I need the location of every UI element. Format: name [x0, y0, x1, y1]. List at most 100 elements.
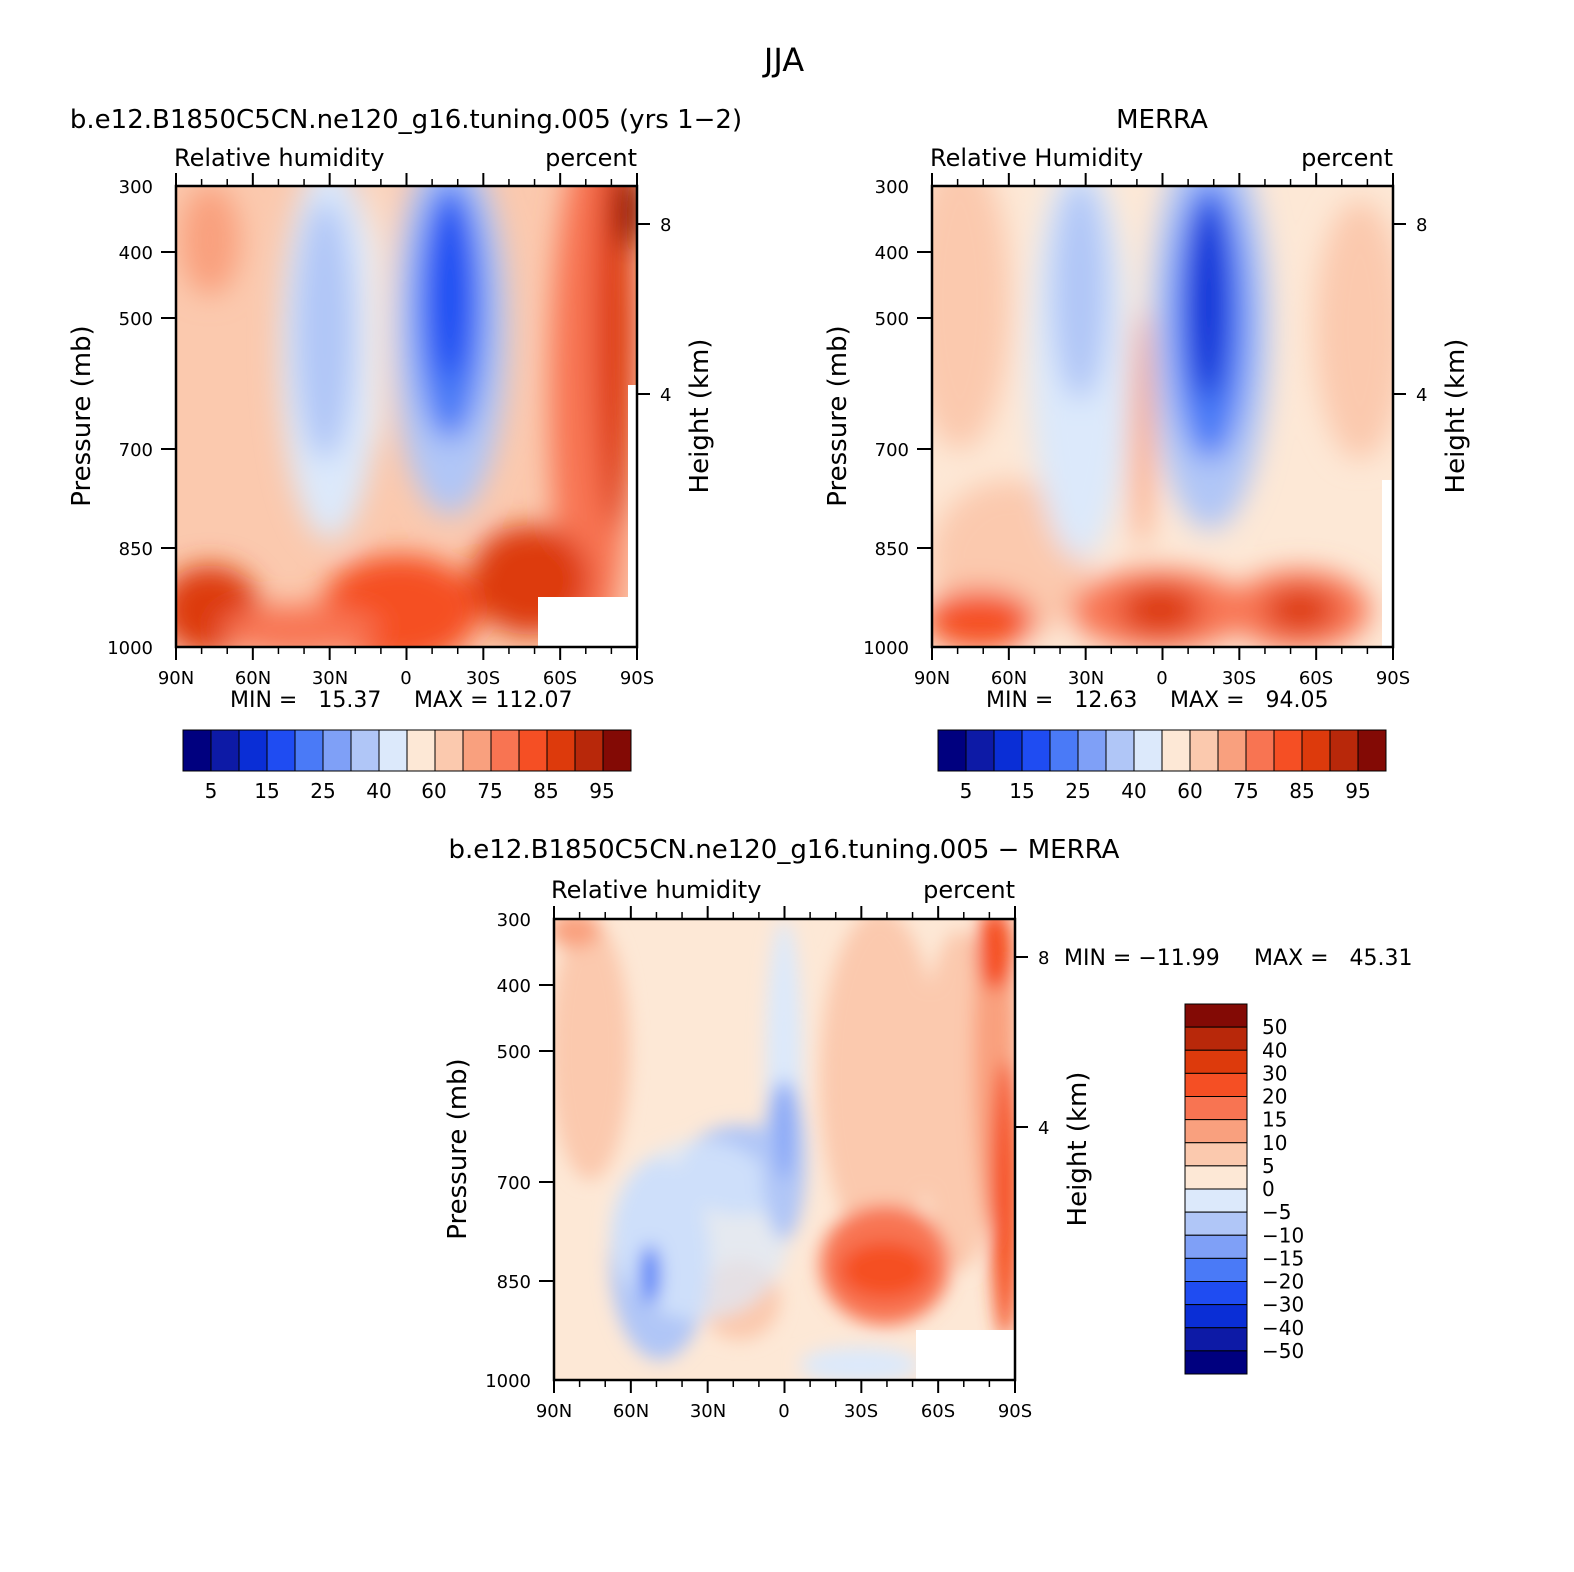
colorbar-swatch: [1301, 729, 1331, 772]
colorbar-label: 60: [1177, 779, 1202, 803]
colorbar-swatch: [1273, 729, 1303, 772]
colorbar-label: −30: [1262, 1293, 1304, 1317]
panel-difference-y-axis: 300 400 500 700 850 1000 Pressure (mb): [443, 910, 554, 1392]
x-tick-label: 30N: [690, 1401, 726, 1422]
panel-merra-colorbar-labels: 5 15 25 40 60 75 85 95: [960, 779, 1371, 803]
colorbar-label: 5: [1262, 1154, 1275, 1178]
y2-tick-label: 4: [1416, 385, 1427, 406]
colorbar-swatch: [1184, 1234, 1248, 1259]
colorbar-label: 85: [533, 779, 558, 803]
y2-tick-label: 8: [1416, 215, 1427, 236]
y-axis-title: Pressure (mb): [443, 1058, 473, 1239]
x-tick-label: 30S: [466, 668, 500, 689]
colorbar-swatch: [406, 729, 436, 772]
y2-tick-label: 4: [1038, 1118, 1049, 1139]
colorbar-label: 10: [1262, 1131, 1287, 1155]
colorbar-swatch: [1184, 1142, 1248, 1167]
colorbar-label: 0: [1262, 1177, 1275, 1201]
x-tick-label: 90S: [1376, 668, 1410, 689]
x-tick-label: 60S: [1299, 668, 1333, 689]
colorbar-label: 20: [1262, 1085, 1287, 1109]
y2-tick-label: 8: [660, 215, 671, 236]
panel-model-y-axis: 300 400 500 700 850 1000 Pressure (mb): [67, 177, 176, 659]
y-tick-label: 850: [119, 539, 153, 560]
colorbar-label: 85: [1289, 779, 1314, 803]
panel-model-min: MIN = 15.37: [230, 688, 381, 713]
colorbar-swatch: [238, 729, 268, 772]
panel-merra-x-axis: 90N 60N 30N 0 30S 60S 90S: [914, 173, 1410, 689]
colorbar-swatch: [266, 729, 296, 772]
x-tick-label: 60S: [921, 1401, 955, 1422]
panel-difference-max: MAX = 45.31: [1254, 946, 1413, 971]
colorbar-label: 15: [1262, 1108, 1287, 1132]
colorbar-swatch: [1357, 729, 1387, 772]
x-tick-label: 90N: [536, 1401, 572, 1422]
colorbar-swatch: [1105, 729, 1135, 772]
colorbar-swatch: [1184, 1026, 1248, 1051]
colorbar-swatch: [1184, 1304, 1248, 1329]
colorbar-label: 25: [1065, 779, 1090, 803]
colorbar-swatch: [1184, 1096, 1248, 1121]
y-tick-label: 300: [497, 910, 531, 931]
colorbar-swatch: [378, 729, 408, 772]
colorbar-swatch: [937, 729, 967, 772]
colorbar-swatch: [965, 729, 995, 772]
panel-difference-contour-field: [554, 919, 1015, 1380]
x-tick-label: 60N: [235, 668, 271, 689]
y-tick-label: 300: [875, 177, 909, 198]
y2-axis-title: Height (km): [1441, 339, 1471, 494]
y-tick-label: 850: [497, 1272, 531, 1293]
colorbar-label: 40: [1121, 779, 1146, 803]
colorbar-label: −5: [1262, 1200, 1291, 1224]
colorbar-swatch: [322, 729, 352, 772]
panel-difference-y2-axis: 8 4 Height (km): [1015, 948, 1093, 1226]
panel-difference-min: MIN = −11.99: [1064, 946, 1220, 971]
colorbar-swatch: [1245, 729, 1275, 772]
y-tick-label: 700: [119, 440, 153, 461]
panel-merra: MERRA Relative Humidity percent: [823, 105, 1471, 803]
panel-model-variable: Relative humidity: [174, 144, 384, 172]
colorbar-swatch: [1184, 1350, 1248, 1375]
x-tick-label: 0: [400, 668, 411, 689]
colorbar-label: 95: [589, 779, 614, 803]
colorbar-label: 95: [1345, 779, 1370, 803]
x-tick-label: 30N: [312, 668, 348, 689]
y-tick-label: 500: [119, 309, 153, 330]
colorbar-swatch: [1184, 1188, 1248, 1213]
colorbar-swatch: [602, 729, 632, 772]
panel-model-title: b.e12.B1850C5CN.ne120_g16.tuning.005 (yr…: [70, 105, 742, 135]
y-tick-label: 400: [875, 243, 909, 264]
panel-model-units: percent: [545, 144, 637, 172]
y2-axis-title: Height (km): [685, 339, 715, 494]
colorbar-label: 75: [1233, 779, 1258, 803]
x-tick-label: 60S: [543, 668, 577, 689]
colorbar-swatch: [1049, 729, 1079, 772]
panel-merra-title: MERRA: [1116, 105, 1208, 135]
colorbar-swatch: [462, 729, 492, 772]
colorbar-label: 25: [310, 779, 335, 803]
colorbar-label: −50: [1262, 1339, 1304, 1363]
y-tick-label: 500: [497, 1042, 531, 1063]
colorbar-swatch: [1329, 729, 1359, 772]
colorbar-label: 30: [1262, 1061, 1287, 1085]
panel-merra-colorbar: [937, 729, 1387, 772]
panel-merra-y2-axis: 8 4 Height (km): [1393, 215, 1471, 493]
y2-tick-label: 8: [1038, 948, 1049, 969]
colorbar-swatch: [1021, 729, 1051, 772]
colorbar-swatch: [574, 729, 604, 772]
panel-merra-y-axis: 300 400 500 700 850 1000 Pressure (mb): [823, 177, 932, 659]
y-tick-label: 700: [875, 440, 909, 461]
colorbar-label: 5: [205, 779, 218, 803]
colorbar-label: −20: [1262, 1270, 1304, 1294]
x-tick-label: 30S: [844, 1401, 878, 1422]
x-tick-label: 90S: [998, 1401, 1032, 1422]
panel-model-y2-axis: 8 4 Height (km): [637, 215, 715, 493]
panel-difference-title: b.e12.B1850C5CN.ne120_g16.tuning.005 − M…: [449, 835, 1120, 865]
colorbar-swatch: [993, 729, 1023, 772]
colorbar-swatch: [1184, 1211, 1248, 1236]
panel-difference-colorbar: [1184, 1003, 1248, 1375]
x-tick-label: 60N: [991, 668, 1027, 689]
colorbar-swatch: [182, 729, 212, 772]
y-tick-label: 400: [497, 976, 531, 997]
